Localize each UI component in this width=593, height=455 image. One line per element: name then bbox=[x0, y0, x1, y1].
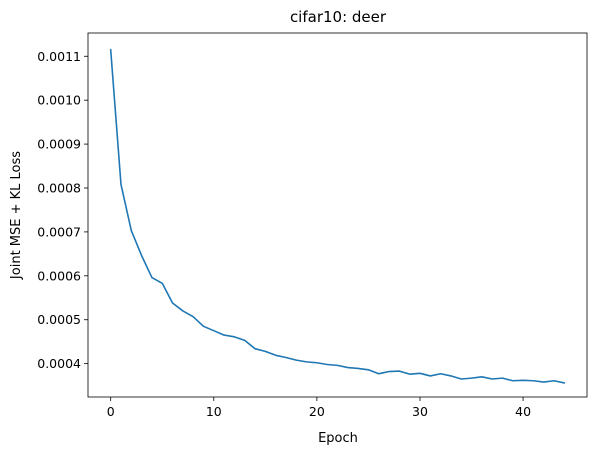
y-tick-label: 0.0006 bbox=[37, 268, 81, 283]
y-axis-ticks: 0.0004 0.0005 0.0006 0.0007 0.0008 0.0009 0.00… bbox=[37, 49, 88, 371]
x-axis-label: Epoch bbox=[318, 431, 358, 446]
y-tick-label: 0.0005 bbox=[37, 312, 81, 327]
plot-frame bbox=[87, 32, 588, 398]
y-tick-label: 0.0010 bbox=[37, 93, 81, 108]
x-tick-label: 40 bbox=[515, 404, 531, 419]
series-layer bbox=[109, 48, 566, 384]
loss-series-line bbox=[109, 48, 566, 384]
y-tick-label: 0.0004 bbox=[37, 356, 81, 371]
y-tick-label: 0.0008 bbox=[37, 180, 81, 195]
y-tick-label: 0.0011 bbox=[37, 49, 81, 64]
y-axis-label: Joint MSE + KL Loss bbox=[9, 151, 24, 280]
y-tick-label: 0.0009 bbox=[37, 137, 81, 152]
chart-title: cifar10: deer bbox=[290, 8, 387, 26]
x-tick-label: 30 bbox=[412, 404, 428, 419]
x-tick-label: 20 bbox=[309, 404, 325, 419]
x-axis-ticks: 0 10 20 30 40 bbox=[107, 397, 531, 419]
x-tick-label: 10 bbox=[206, 404, 222, 419]
x-tick-label: 0 bbox=[107, 404, 115, 419]
y-tick-label: 0.0007 bbox=[37, 224, 81, 239]
